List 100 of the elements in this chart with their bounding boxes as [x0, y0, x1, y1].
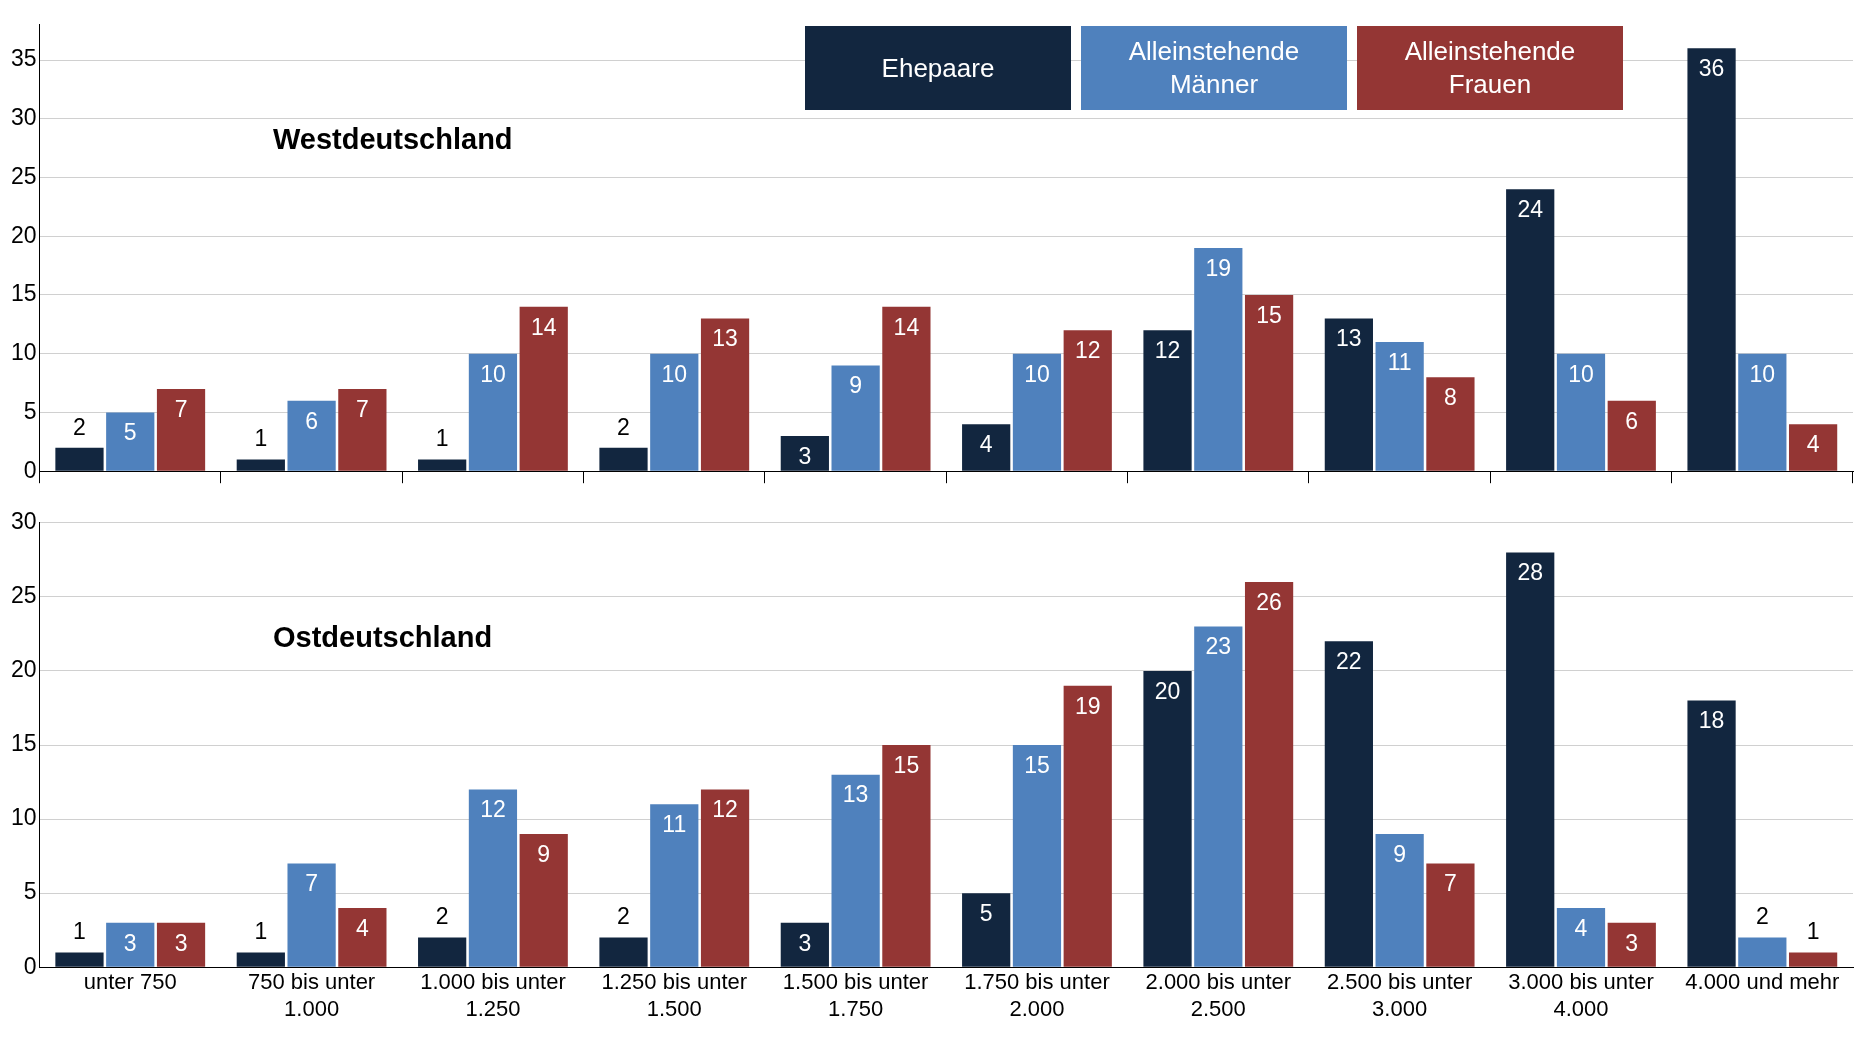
bar — [1607, 922, 1656, 967]
bar — [882, 306, 931, 471]
data-label: 3 — [798, 929, 812, 956]
bar — [418, 459, 467, 471]
bar — [1556, 907, 1606, 967]
data-label: 19 — [1074, 692, 1101, 719]
data-label: 4 — [979, 431, 993, 458]
data-label: 4 — [1574, 914, 1588, 941]
bar — [1375, 341, 1424, 471]
data-label: 10 — [661, 360, 688, 387]
data-label: 6 — [305, 407, 318, 434]
data-label: 7 — [1444, 870, 1457, 897]
data-label: 8 — [1444, 384, 1457, 411]
data-label: 1 — [1806, 918, 1820, 945]
data-label: 15 — [1024, 751, 1050, 778]
data-label: 5 — [979, 899, 993, 926]
data-label: 18 — [1698, 707, 1725, 734]
data-label: 6 — [1625, 407, 1639, 434]
data-label: 7 — [174, 395, 188, 422]
data-label: 3 — [174, 929, 188, 956]
data-label: 9 — [1393, 840, 1407, 867]
data-label: 10 — [1024, 360, 1050, 387]
bar — [1194, 248, 1243, 471]
bar — [1244, 582, 1294, 967]
x-tick-label: 1.000 bis unter 1.250 — [420, 969, 566, 1021]
y-tick-label: 35 — [10, 45, 37, 72]
data-label: 11 — [662, 811, 687, 838]
bar — [1063, 330, 1112, 471]
text: Alleinstehende Männer — [1127, 35, 1301, 101]
y-tick-label: 30 — [10, 104, 37, 131]
x-tick-label: 4.000 und mehr — [1685, 969, 1840, 995]
y-tick-label: 10 — [10, 339, 37, 366]
data-label: 15 — [1256, 301, 1282, 328]
bar — [1738, 937, 1787, 967]
data-label: 1 — [254, 918, 268, 945]
text: Alleinstehende Frauen — [1403, 35, 1577, 101]
y-tick-label: 15 — [10, 280, 37, 307]
bar — [338, 388, 387, 471]
bar — [882, 745, 931, 967]
x-tick-label: 1.500 bis unter 1.750 — [782, 969, 929, 1021]
data-label: 2 — [435, 903, 449, 930]
data-label: 3 — [1625, 929, 1639, 956]
text: Ehepaare — [880, 51, 996, 85]
bar — [1506, 552, 1555, 967]
data-label: 1 — [435, 425, 449, 452]
data-label: 19 — [1205, 254, 1232, 281]
data-label: 12 — [712, 796, 738, 823]
bar — [1375, 833, 1424, 967]
bar — [338, 907, 387, 967]
data-label: 22 — [1336, 648, 1362, 675]
bar — [236, 459, 285, 471]
data-label: 9 — [537, 840, 551, 867]
bar — [962, 424, 1011, 471]
bar — [156, 388, 206, 471]
data-label: 10 — [480, 360, 506, 387]
y-tick-label: 5 — [23, 397, 37, 424]
bar — [1063, 685, 1112, 967]
bar — [1324, 318, 1373, 471]
data-label: 13 — [842, 781, 869, 808]
data-label: 2 — [73, 413, 86, 440]
bar — [468, 353, 518, 471]
bar — [468, 789, 518, 967]
bar — [55, 447, 104, 471]
bar — [1788, 952, 1838, 967]
bar — [962, 893, 1011, 967]
bar — [1556, 353, 1606, 471]
bar — [780, 435, 829, 471]
bar — [106, 412, 155, 471]
bar — [599, 447, 648, 471]
bar — [1143, 670, 1192, 967]
data-label: 13 — [1336, 325, 1362, 352]
text: Westdeutschland — [273, 123, 513, 156]
data-label: 12 — [480, 796, 506, 823]
bar — [1607, 400, 1656, 471]
bar — [700, 789, 750, 967]
bar — [106, 922, 155, 967]
data-label: 11 — [1387, 348, 1412, 375]
bar — [700, 318, 750, 471]
bar — [55, 952, 104, 967]
data-label: 14 — [893, 313, 920, 340]
bar — [156, 922, 206, 967]
x-tick-label: 2.000 bis unter 2.500 — [1145, 969, 1292, 1021]
data-label: 28 — [1517, 559, 1544, 586]
x-tick-label: 750 bis unter 1.000 — [247, 969, 376, 1021]
bar — [831, 774, 880, 967]
x-tick-label: 1.750 bis unter 2.000 — [964, 969, 1110, 1021]
data-label: 12 — [1154, 337, 1181, 364]
y-tick-label: 10 — [10, 804, 37, 831]
bar — [650, 353, 699, 471]
y-tick-label: 15 — [10, 730, 37, 757]
bar — [1426, 377, 1475, 471]
y-tick-label: 25 — [10, 582, 37, 609]
bar — [236, 952, 285, 967]
data-label: 13 — [712, 325, 738, 352]
bar — [418, 937, 467, 967]
x-tick-label: 3.000 bis unter 4.000 — [1508, 969, 1654, 1021]
bar — [1244, 294, 1294, 471]
bar — [1738, 353, 1787, 471]
y-tick-label: 20 — [10, 221, 37, 248]
data-label: 26 — [1256, 588, 1282, 615]
